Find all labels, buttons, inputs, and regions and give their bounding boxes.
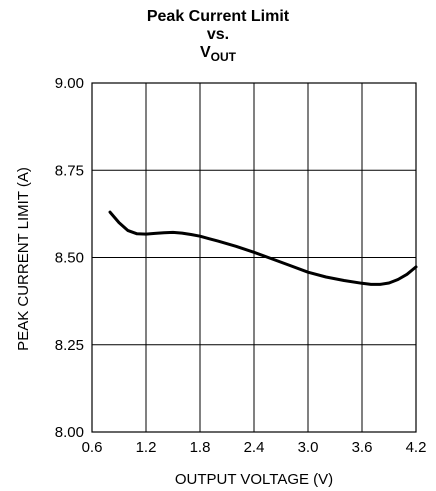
y-tick-label: 8.00 [55, 424, 84, 441]
y-tick-label: 8.25 [55, 337, 84, 354]
data-series [108, 210, 418, 286]
x-tick-label: 2.4 [244, 439, 265, 456]
y-tick-label: 9.00 [55, 75, 84, 92]
x-tick-label: 1.2 [136, 439, 157, 456]
y-tick-labels: 8.00 8.25 8.50 8.75 9.00 [55, 75, 84, 441]
chart-title-line-1: Peak Current Limit [146, 8, 290, 25]
x-tick-label: 3.6 [352, 439, 373, 456]
grid-lines [92, 83, 416, 432]
series-line [108, 210, 418, 286]
chart-title-line-2: vs. [206, 26, 230, 43]
x-tick-label: 1.8 [190, 439, 211, 456]
y-tick-label: 8.50 [55, 250, 84, 267]
chart-title-subscript: OUT [210, 50, 236, 65]
chart-title-line-3: VOUT [0, 44, 436, 64]
plot-frame [91, 82, 417, 433]
x-tick-label: 0.6 [82, 439, 103, 456]
x-axis-label: OUTPUT VOLTAGE (V) [175, 471, 333, 488]
y-tick-label: 8.75 [55, 162, 84, 179]
x-tick-label: 4.2 [406, 439, 427, 456]
y-axis-label: PEAK CURRENT LIMIT (A) [15, 167, 32, 351]
x-tick-label: 3.0 [298, 439, 319, 456]
x-tick-labels: 0.6 1.2 1.8 2.4 3.0 3.6 4.2 [82, 439, 427, 456]
plot-area-border [91, 82, 417, 433]
chart-title-main: V [199, 44, 211, 61]
